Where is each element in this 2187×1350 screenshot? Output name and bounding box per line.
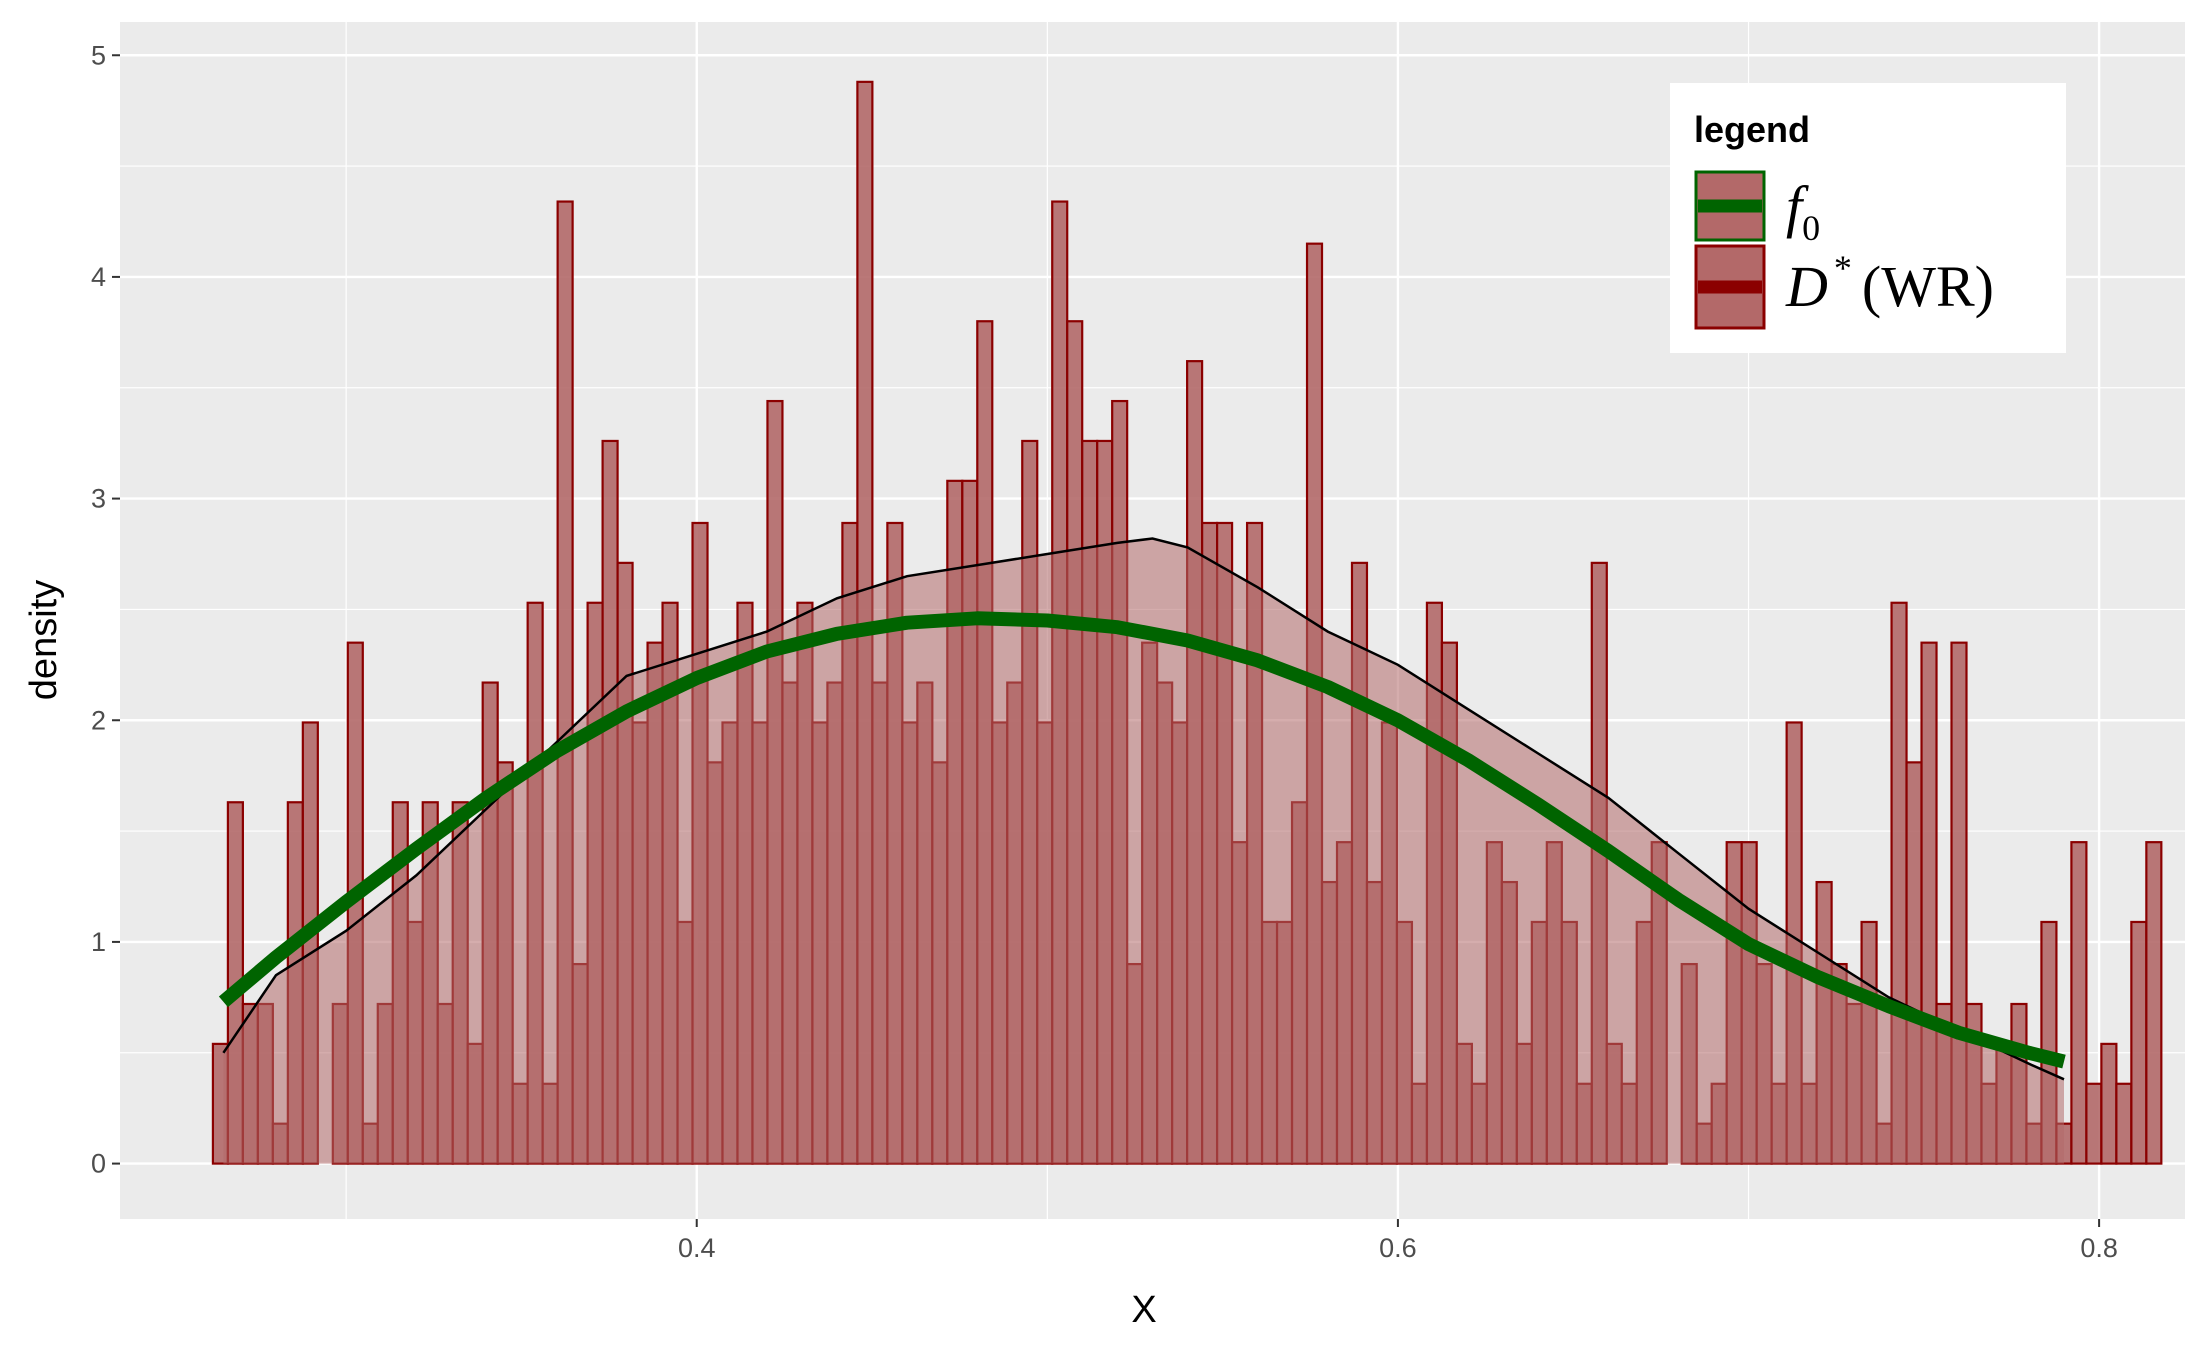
histogram-bar [2115,1082,2133,1165]
legend-title: legend [1694,109,1810,150]
legend-d-suffix: (WR) [1862,254,1994,319]
legend-d-superscript: * [1834,248,1852,288]
y-tick-label: 5 [91,40,106,70]
legend-key-f0 [1694,170,1766,242]
histogram-bar [2085,1082,2103,1165]
legend-f-subscript: 0 [1802,208,1820,248]
histogram-bar [2130,920,2148,1165]
legend-key-dstar [1694,244,1766,330]
x-axis-title: X [1131,1289,1156,1331]
histogram-bar [2070,841,2088,1165]
y-tick-label: 2 [91,705,106,735]
legend: legend f0 D * (WR) [1670,83,2066,353]
legend-d-symbol: D [1785,254,1828,319]
y-axis-ticks: 0 1 2 3 4 5 [91,40,120,1179]
x-tick-label: 0.6 [1379,1233,1417,1263]
y-tick-label: 4 [91,262,106,292]
x-tick-label: 0.4 [678,1233,716,1263]
x-tick-label: 0.8 [2080,1233,2118,1263]
x-axis-ticks: 0.4 0.6 0.8 [678,1219,2118,1263]
y-tick-label: 1 [91,927,106,957]
y-tick-label: 0 [91,1149,106,1179]
f0-line [218,611,2066,1069]
y-tick-label: 3 [91,484,106,514]
density-area [223,538,2064,1164]
legend-label-dstar: D * (WR) [1785,248,1994,319]
histogram-bar [2100,1042,2118,1165]
y-axis-title: density [23,580,65,700]
histogram-bar [2145,841,2163,1165]
